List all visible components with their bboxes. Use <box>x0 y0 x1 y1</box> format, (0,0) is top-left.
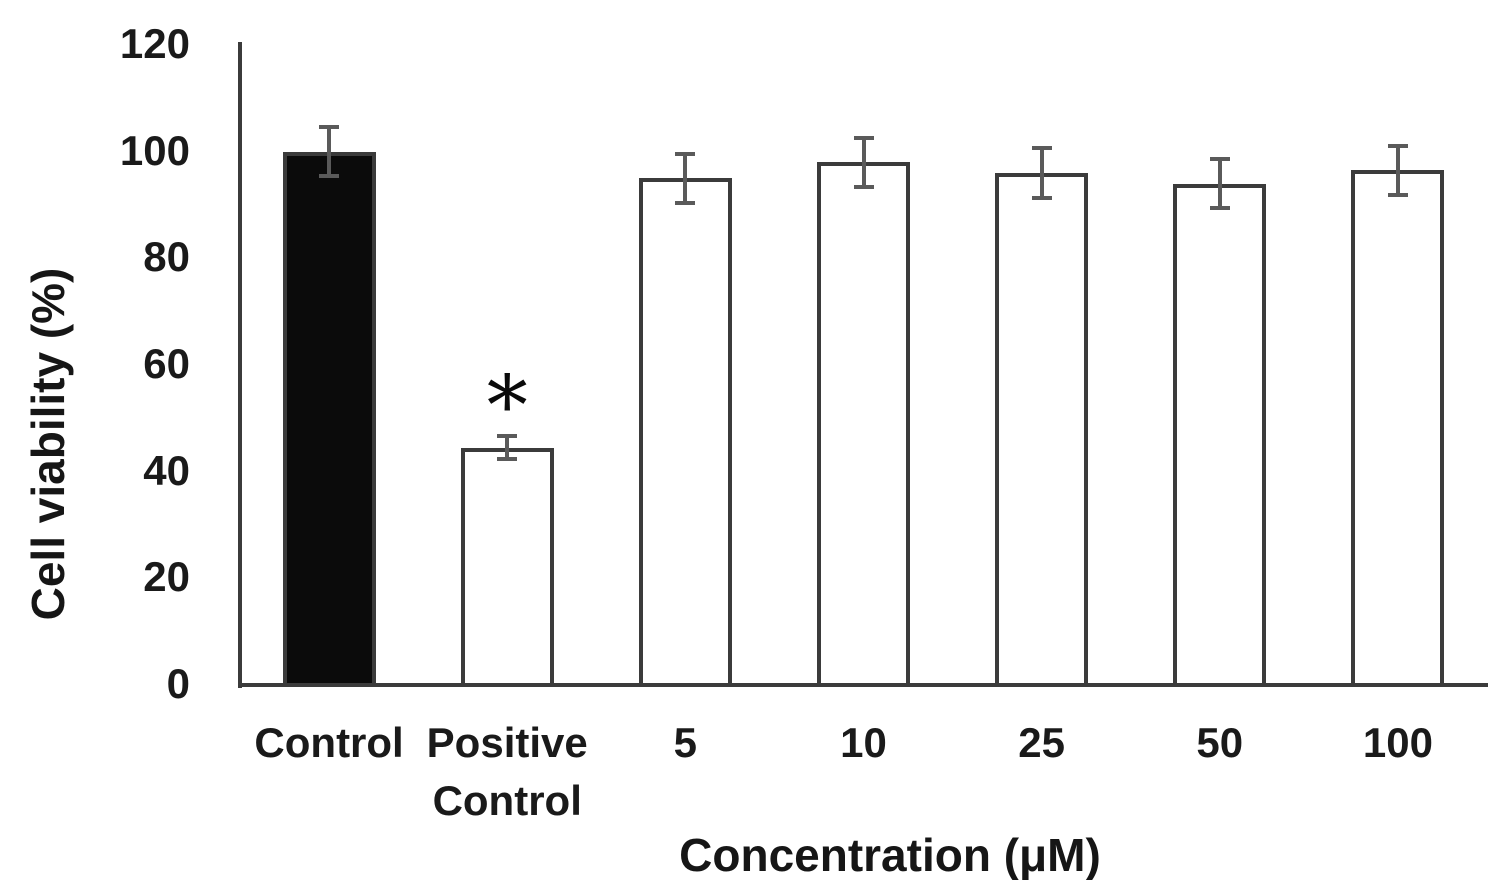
x-label-10: 10 <box>840 719 887 766</box>
error-bar-25-top-cap <box>1031 146 1052 151</box>
y-axis-line <box>238 42 242 688</box>
y-tick-label-120: 120 <box>119 20 190 68</box>
error-bar-50-bottom-cap <box>1209 206 1230 211</box>
bar-positive-control <box>460 447 554 687</box>
x-label-positive-control: Positive Control <box>426 719 588 824</box>
error-bar-100-top-cap <box>1387 143 1408 148</box>
error-bar-positive-control-line <box>505 434 510 461</box>
x-axis-title: Concentration (μM) <box>679 829 1101 880</box>
error-bar-5-bottom-cap <box>675 201 696 205</box>
y-tick-label-100: 100 <box>119 126 190 174</box>
y-tick-label-80: 80 <box>143 233 190 281</box>
y-tick-label-60: 60 <box>143 340 190 388</box>
y-tick-label-40: 40 <box>143 446 190 494</box>
error-bar-control-bottom-cap <box>319 174 340 179</box>
x-label-100: 100 <box>1362 719 1433 766</box>
significance-asterisk-positive-control: * <box>486 359 528 454</box>
error-bar-5-top-cap <box>675 151 696 156</box>
error-bar-50-top-cap <box>1209 157 1230 161</box>
error-bar-100-bottom-cap <box>1387 193 1408 197</box>
error-bar-control-top-cap <box>319 125 340 129</box>
x-label-50: 50 <box>1196 719 1244 766</box>
x-label-control: Control <box>254 719 404 766</box>
y-tick-label-20: 20 <box>143 553 190 601</box>
error-bar-10-bottom-cap <box>853 185 874 189</box>
bar-control <box>282 151 376 687</box>
error-bar-25-bottom-cap <box>1031 195 1052 200</box>
error-bar-100-line <box>1395 143 1400 197</box>
bar-25 <box>995 173 1089 687</box>
x-label-5: 5 <box>673 719 698 766</box>
error-bar-positive-control-bottom-cap <box>497 457 518 461</box>
error-bar-10-line <box>861 135 866 189</box>
error-bar-50-line <box>1217 157 1222 211</box>
x-label-25: 25 <box>1018 719 1065 766</box>
error-bar-5-line <box>683 151 688 205</box>
bar-10 <box>817 162 910 687</box>
y-tick-label-0: 0 <box>166 660 190 708</box>
error-bar-positive-control-top-cap <box>497 434 518 439</box>
bar-100 <box>1351 170 1445 687</box>
error-bar-25-line <box>1039 146 1044 200</box>
error-bar-10-top-cap <box>853 135 874 140</box>
error-bar-control-line <box>327 125 332 179</box>
bar-50 <box>1173 183 1267 687</box>
bar-5 <box>638 178 732 687</box>
